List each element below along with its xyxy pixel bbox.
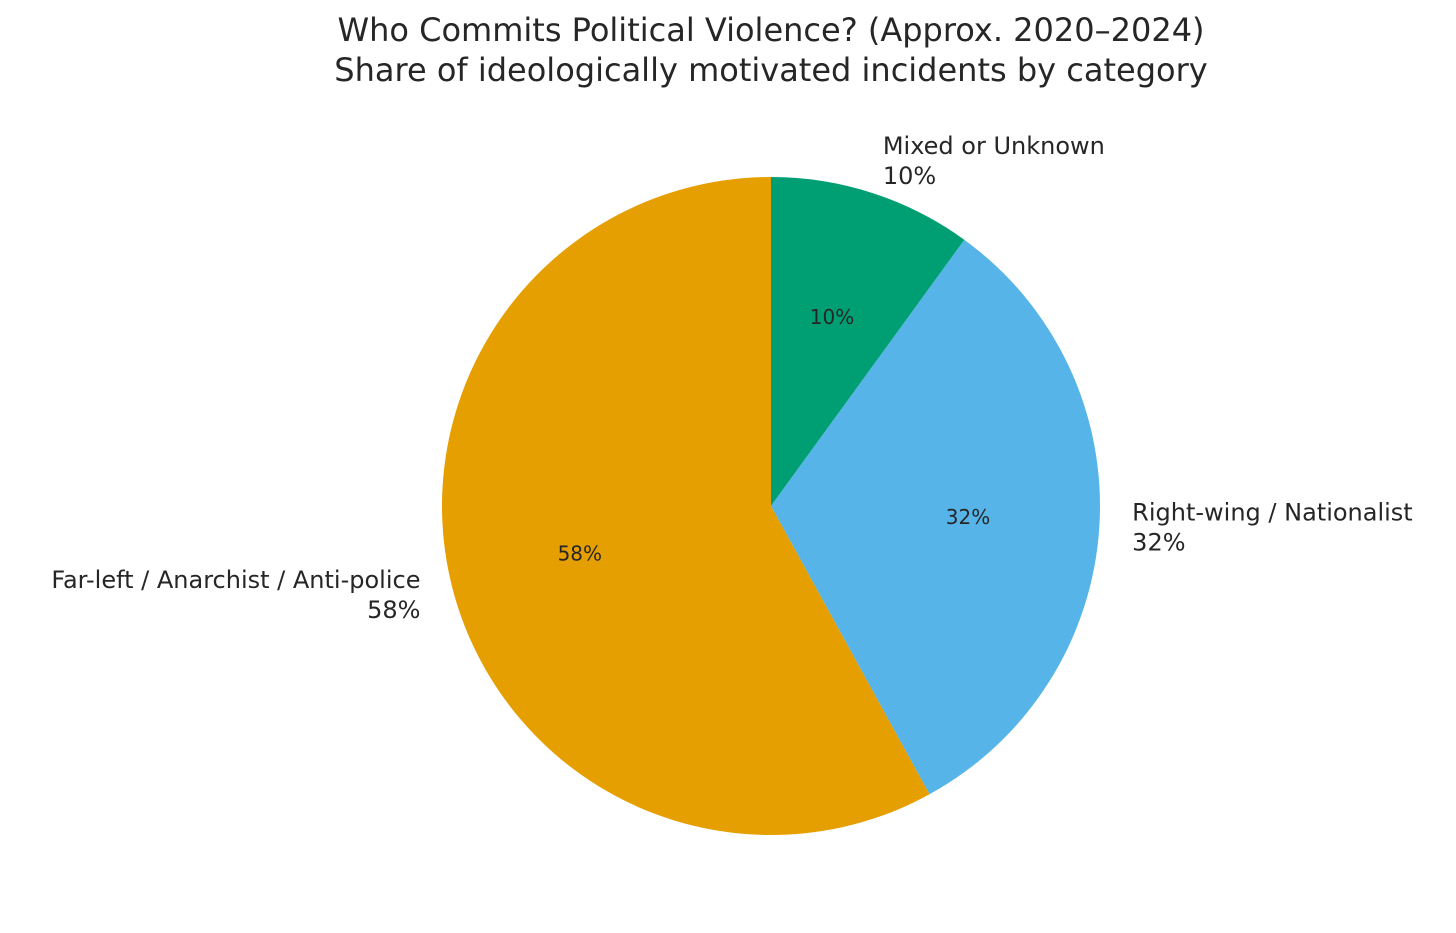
slice-pct-label: 32% [946,505,990,529]
slice-value: 10% [883,162,936,190]
slice-name: Far-left / Anarchist / Anti-police [51,566,420,594]
slice-pct-label: 10% [810,305,854,329]
slice-label: Mixed or Unknown 10% [883,132,1105,190]
pie-slice [441,177,930,835]
chart-title: Who Commits Political Violence? (Approx.… [337,11,1204,49]
slice-value: 32% [1132,529,1185,557]
slice-label: Far-left / Anarchist / Anti-police 58% [51,566,420,624]
pie-slice [771,177,965,506]
slice-name: Right-wing / Nationalist [1132,499,1413,527]
slice-pct-label: 58% [558,542,602,566]
slice-value: 58% [367,596,420,624]
slice-label: Right-wing / Nationalist 32% [1132,499,1413,557]
chart-subtitle: Share of ideologically motivated inciden… [334,51,1207,89]
slice-name: Mixed or Unknown [883,132,1105,160]
pie-slice [771,239,1100,795]
